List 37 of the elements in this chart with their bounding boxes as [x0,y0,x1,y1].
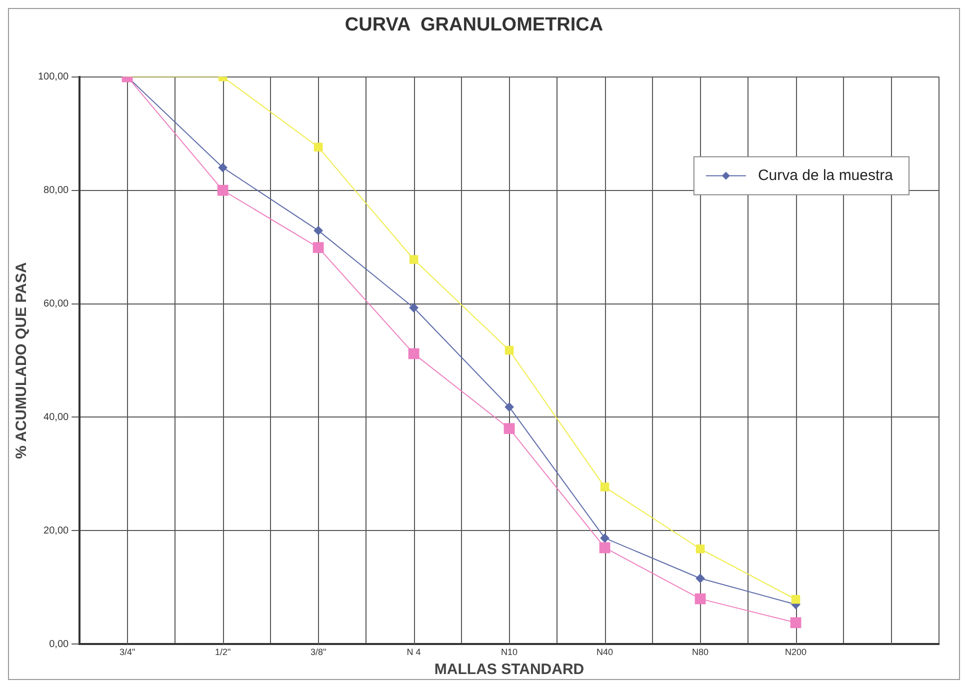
point [696,544,705,554]
y-tick-label: 0,00 [49,638,70,650]
point [314,226,323,236]
point [409,255,418,264]
y-tick-label: 100,00 [38,72,70,83]
y-tick-label: 20,00 [44,525,70,536]
point [600,482,610,492]
point [696,574,705,583]
point [218,163,228,172]
legend-label: Curva de la muestra [758,166,894,184]
x-tick-label: N 4 [406,647,421,658]
point [694,593,706,604]
point [790,617,802,628]
point [599,542,610,554]
x-tick-label: 3/8" [310,647,326,658]
point [600,534,610,543]
chart-title: CURVA GRANULOMETRICA [344,14,604,36]
y-axis-title: % ACUMULADO QUE PASA [13,262,30,459]
x-tick-label: N200 [785,647,807,658]
x-axis-title: MALLAS STANDARD [434,661,584,678]
x-tick-label: N10 [501,647,518,658]
point [504,423,515,434]
point [312,242,324,254]
x-tick-label: N80 [692,647,709,658]
x-tick-label: 1/2" [214,647,231,658]
y-tick-label: 60,00 [44,298,70,310]
x-tick-label: N40 [596,647,614,658]
point [409,303,418,312]
point [408,348,420,360]
point [504,402,514,412]
y-tick-label: 40,00 [44,412,70,423]
point [314,142,323,152]
y-tick-label: 80,00 [44,185,70,196]
point [504,346,514,355]
x-tick-label: 3/4" [119,647,136,658]
point [217,184,228,196]
point [791,594,800,604]
